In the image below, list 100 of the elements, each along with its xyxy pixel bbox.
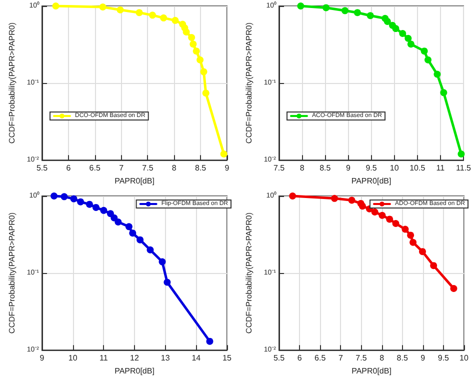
point: [182, 28, 190, 36]
point: [200, 68, 208, 76]
point: [371, 208, 378, 216]
x-tick-label: 9: [346, 164, 351, 173]
point: [116, 6, 124, 14]
point: [70, 195, 78, 202]
point: [190, 40, 197, 48]
point: [172, 16, 179, 24]
point: [407, 40, 414, 48]
x-tick-label: 9: [224, 164, 230, 173]
point: [450, 285, 458, 292]
point: [92, 204, 100, 211]
point: [220, 150, 228, 158]
point: [399, 30, 406, 37]
point: [430, 262, 438, 270]
x-tick-label: 11: [436, 164, 446, 173]
x-tick-label: 11.5: [456, 164, 472, 173]
x-tick-label: 9: [40, 354, 45, 363]
point: [354, 9, 361, 16]
point: [418, 248, 426, 256]
x-tick-label: 8: [380, 354, 385, 363]
x-tick-label: 8.5: [320, 164, 332, 173]
x-tick-label: 7.5: [273, 164, 286, 173]
point: [110, 214, 118, 222]
point: [289, 192, 296, 200]
x-tick-label: 8: [172, 164, 177, 173]
x-tick-label: 6: [66, 164, 72, 173]
point: [192, 48, 200, 55]
x-tick-label: 13: [160, 354, 170, 363]
point: [125, 223, 132, 230]
x-tick-label: 5.5: [36, 164, 48, 173]
point: [331, 194, 338, 202]
point: [378, 212, 386, 219]
x-tick-label: 9.5: [438, 354, 450, 363]
x-tick-label: 7.5: [142, 164, 154, 173]
point: [196, 56, 204, 64]
point: [458, 150, 465, 158]
point: [358, 202, 366, 210]
x-tick-label: 9: [420, 354, 426, 363]
x-tick-label: 10.5: [410, 164, 426, 173]
point: [440, 89, 448, 96]
x-tick-label: 7.5: [356, 354, 368, 363]
x-tick-label: 9.5: [366, 164, 378, 173]
point: [420, 48, 428, 55]
point: [322, 4, 330, 12]
y-axis-title: CCDF=Probability(PAPR>PAPR0): [8, 22, 16, 144]
x-tick-label: 14: [192, 354, 202, 363]
point: [297, 2, 304, 10]
y-axis-title: CCDF=Probability(PAPR>PAPR0): [244, 212, 254, 334]
point: [366, 12, 374, 20]
point: [434, 70, 441, 78]
point: [106, 210, 114, 218]
x-tick-label: 15: [222, 354, 232, 363]
x-axis-title: PAPR0[dB]: [352, 366, 392, 376]
point: [52, 2, 60, 10]
point: [136, 236, 144, 244]
point: [77, 198, 84, 206]
x-tick-label: 8: [300, 164, 305, 173]
point: [60, 193, 68, 200]
x-tick-label: 12: [130, 354, 140, 363]
point: [158, 258, 166, 266]
point: [404, 34, 412, 42]
point: [100, 206, 108, 214]
point: [202, 90, 210, 97]
point: [86, 200, 93, 208]
y-axis-title: CCDF=Probability(PAPR>PAPR0): [8, 212, 16, 334]
point: [348, 196, 356, 204]
x-tick-label: 6: [297, 354, 302, 363]
x-tick-label: 10: [460, 354, 469, 363]
point: [114, 218, 122, 226]
point: [206, 338, 214, 345]
point: [410, 238, 417, 246]
x-tick-label: 11: [100, 354, 108, 363]
point: [384, 18, 391, 25]
x-axis-title: PAPR0[dB]: [351, 176, 392, 186]
point: [146, 246, 154, 254]
x-axis-title: PAPR0[dB]: [114, 176, 154, 186]
point: [402, 226, 409, 233]
point: [50, 192, 58, 200]
x-axis-title: PAPR0[dB]: [114, 366, 154, 376]
x-tick-label: 6.5: [89, 164, 101, 173]
point: [164, 278, 171, 286]
point: [392, 25, 400, 32]
point: [407, 232, 414, 239]
x-tick-label: 8.5: [195, 164, 207, 173]
point: [341, 7, 348, 14]
x-tick-label: 8.5: [396, 354, 408, 363]
x-tick-label: 10: [68, 354, 78, 363]
point: [188, 34, 196, 42]
x-tick-label: 6.5: [314, 354, 326, 363]
point: [99, 4, 106, 11]
x-tick-label: 10: [390, 164, 400, 173]
point: [136, 9, 143, 16]
point: [129, 230, 136, 237]
x-tick-label: 5.5: [273, 354, 286, 363]
point: [392, 220, 400, 227]
point: [148, 12, 156, 19]
point: [386, 216, 394, 223]
x-tick-label: 7: [338, 354, 344, 363]
x-tick-label: 7: [119, 164, 124, 173]
